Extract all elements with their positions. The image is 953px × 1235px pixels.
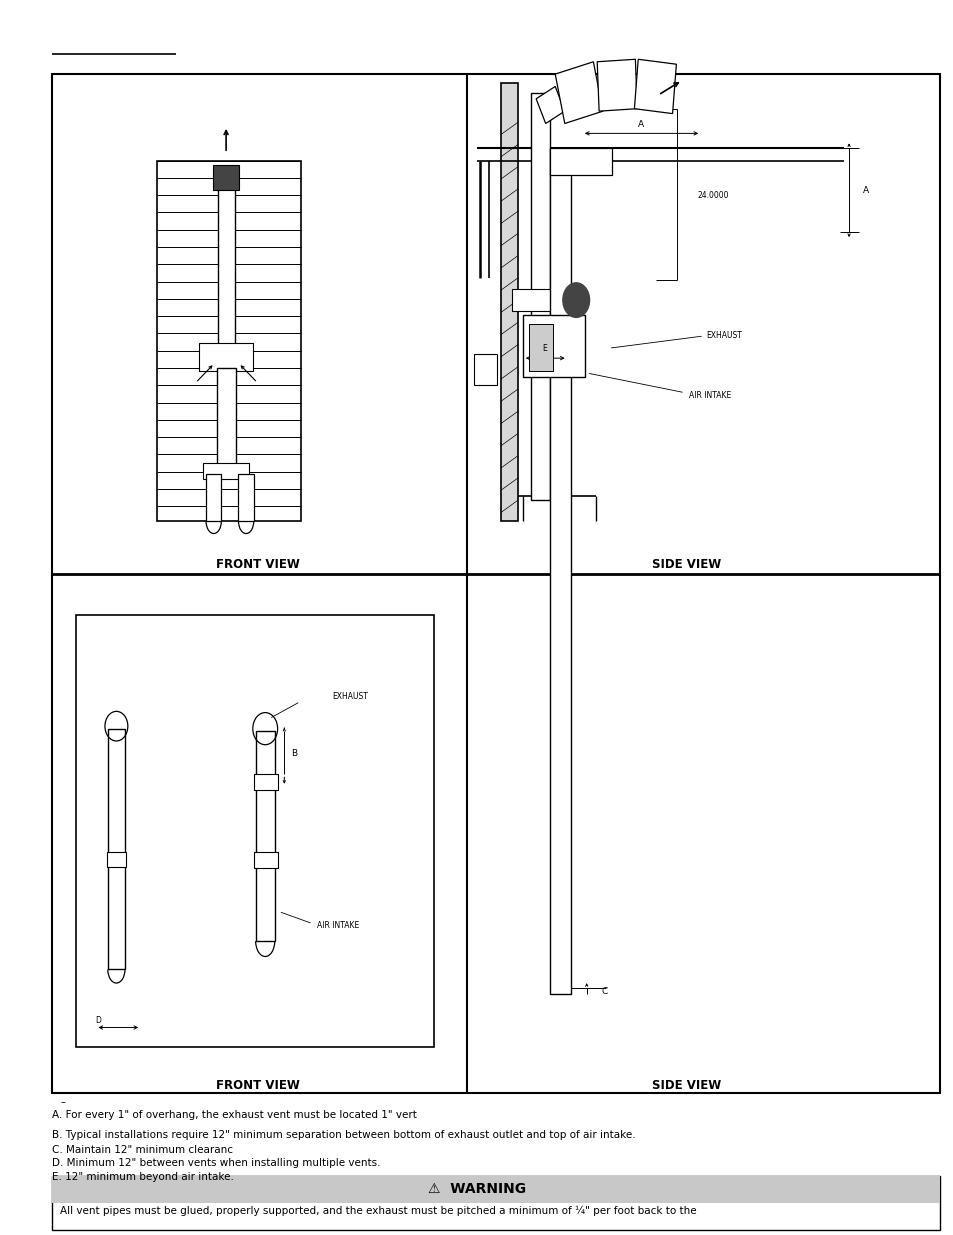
Bar (108, 729, 125, 969)
Polygon shape (536, 86, 564, 124)
Text: EXHAUST: EXHAUST (705, 331, 741, 341)
Text: FRONT VIEW: FRONT VIEW (215, 558, 299, 571)
Text: E: E (542, 343, 546, 353)
Bar (238, 474, 253, 521)
Bar (203, 463, 249, 479)
Bar (255, 731, 274, 941)
Polygon shape (597, 59, 637, 111)
Text: FRONT VIEW: FRONT VIEW (215, 1079, 299, 1092)
Bar (522, 315, 584, 377)
Text: All vent pipes must be glued, properly supported, and the exhaust must be pitche: All vent pipes must be glued, properly s… (60, 1205, 696, 1215)
Bar (529, 324, 553, 370)
Text: C. Maintain 12" minimum clearanc: C. Maintain 12" minimum clearanc (52, 1145, 233, 1155)
Bar (531, 93, 550, 500)
Text: A: A (862, 185, 868, 195)
Bar (157, 161, 300, 521)
Bar (512, 289, 569, 311)
Text: B. Typical installations require 12" minimum separation between bottom of exhaus: B. Typical installations require 12" min… (52, 1130, 636, 1140)
Text: B: B (291, 748, 296, 758)
Circle shape (562, 283, 589, 317)
Text: –: – (60, 1097, 65, 1107)
Bar (253, 852, 277, 868)
Bar (213, 165, 239, 190)
Text: 24.0000: 24.0000 (697, 190, 729, 200)
Text: D. Minimum 12" between vents when installing multiple vents.: D. Minimum 12" between vents when instal… (52, 1158, 380, 1168)
Bar (253, 774, 277, 790)
Text: SIDE VIEW: SIDE VIEW (652, 558, 720, 571)
Bar (52, 1176, 939, 1203)
Text: A. For every 1" of overhang, the exhaust vent must be located 1" vert: A. For every 1" of overhang, the exhaust… (52, 1110, 416, 1120)
Bar (550, 148, 612, 175)
Bar (474, 354, 497, 385)
Bar (107, 852, 126, 867)
Text: SIDE VIEW: SIDE VIEW (652, 1079, 720, 1092)
Text: A: A (638, 120, 643, 130)
Polygon shape (555, 62, 602, 124)
Text: ⚠  WARNING: ⚠ WARNING (428, 1182, 525, 1197)
Bar (217, 185, 234, 346)
Bar (199, 343, 253, 370)
Text: EXHAUST: EXHAUST (332, 692, 368, 701)
Text: E. 12" minimum beyond air intake.: E. 12" minimum beyond air intake. (52, 1172, 234, 1182)
Bar (76, 615, 434, 1047)
Bar (206, 474, 221, 521)
Bar (500, 83, 517, 521)
Text: AIR INTAKE: AIR INTAKE (316, 920, 358, 930)
Text: AIR INTAKE: AIR INTAKE (688, 390, 730, 400)
Bar (52, 74, 939, 1093)
Text: C: C (600, 987, 607, 997)
Text: D: D (95, 1015, 101, 1025)
Polygon shape (634, 59, 676, 114)
Bar (550, 148, 571, 994)
Bar (52, 1176, 939, 1230)
Bar (216, 368, 235, 467)
